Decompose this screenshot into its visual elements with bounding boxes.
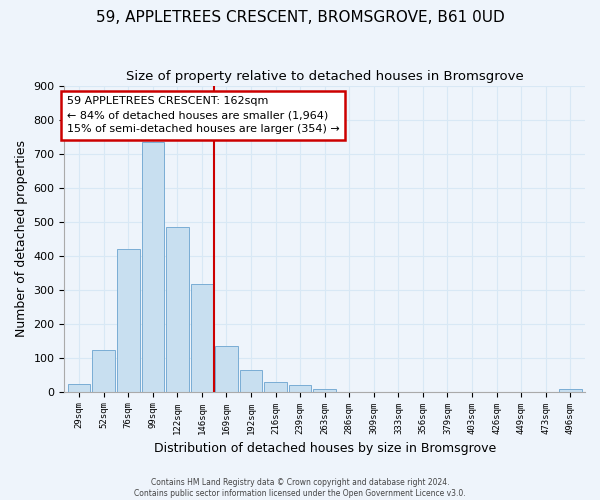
Bar	[142, 142, 164, 392]
Bar	[313, 389, 336, 392]
Bar	[68, 384, 91, 392]
Bar	[92, 350, 115, 392]
Y-axis label: Number of detached properties: Number of detached properties	[15, 140, 28, 337]
Bar	[289, 385, 311, 392]
Text: Contains HM Land Registry data © Crown copyright and database right 2024.
Contai: Contains HM Land Registry data © Crown c…	[134, 478, 466, 498]
X-axis label: Distribution of detached houses by size in Bromsgrove: Distribution of detached houses by size …	[154, 442, 496, 455]
Bar	[117, 249, 140, 392]
Bar	[215, 346, 238, 392]
Bar	[559, 389, 581, 392]
Bar	[240, 370, 262, 392]
Bar	[166, 228, 188, 392]
Text: 59 APPLETREES CRESCENT: 162sqm
← 84% of detached houses are smaller (1,964)
15% : 59 APPLETREES CRESCENT: 162sqm ← 84% of …	[67, 96, 340, 134]
Title: Size of property relative to detached houses in Bromsgrove: Size of property relative to detached ho…	[126, 70, 524, 83]
Bar	[191, 284, 213, 392]
Bar	[264, 382, 287, 392]
Text: 59, APPLETREES CRESCENT, BROMSGROVE, B61 0UD: 59, APPLETREES CRESCENT, BROMSGROVE, B61…	[95, 10, 505, 25]
